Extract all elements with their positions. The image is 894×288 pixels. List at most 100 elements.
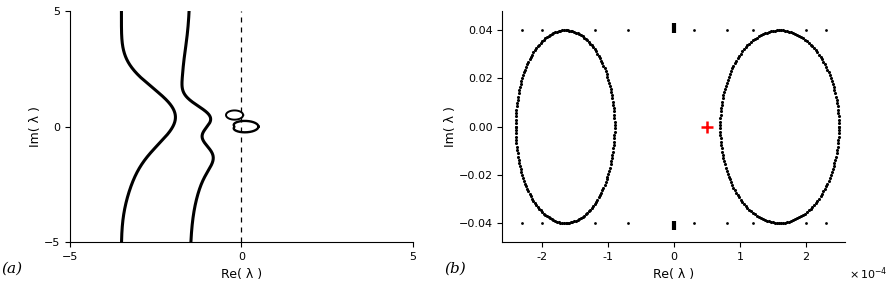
Point <box>516 73 530 77</box>
Point <box>713 113 728 117</box>
Point <box>824 79 839 84</box>
Point <box>726 185 740 190</box>
Point <box>732 54 746 58</box>
Point <box>762 219 776 224</box>
Point <box>713 136 728 141</box>
Point <box>714 103 729 107</box>
Point <box>776 221 790 225</box>
Point <box>818 62 832 67</box>
Point <box>807 202 822 207</box>
Point <box>744 209 758 213</box>
Point <box>542 33 556 38</box>
Point <box>812 52 826 57</box>
Point <box>830 101 844 105</box>
Point <box>742 207 756 212</box>
Point <box>810 198 824 203</box>
Point <box>509 111 523 115</box>
Point <box>592 195 606 200</box>
Point <box>535 28 549 33</box>
Point <box>746 221 760 225</box>
Point <box>580 211 595 215</box>
Point <box>822 176 837 180</box>
Point <box>593 56 607 60</box>
Point <box>603 83 617 88</box>
Point <box>569 218 583 223</box>
Point <box>829 94 843 99</box>
Point <box>814 192 829 196</box>
Point <box>823 76 838 80</box>
Point <box>797 36 811 41</box>
Point <box>759 30 773 35</box>
Point <box>574 216 588 220</box>
Point <box>574 33 588 37</box>
Point <box>717 90 731 94</box>
Point <box>715 153 730 157</box>
Point <box>831 131 846 136</box>
Point <box>713 139 728 144</box>
Point <box>553 28 568 33</box>
X-axis label: Re( λ ): Re( λ ) <box>654 268 695 281</box>
Point <box>797 213 811 217</box>
Point <box>520 187 535 191</box>
Point <box>713 109 728 114</box>
Point <box>518 67 532 72</box>
Point <box>582 40 596 44</box>
Point <box>576 34 590 39</box>
Point <box>515 173 529 177</box>
Point <box>604 159 619 164</box>
Point <box>515 221 529 225</box>
Point <box>721 171 735 176</box>
Point <box>553 220 568 225</box>
Point <box>603 86 618 91</box>
Point <box>737 202 751 206</box>
Point <box>555 28 569 33</box>
Point <box>606 149 620 154</box>
Point <box>607 133 621 137</box>
Point <box>814 57 829 62</box>
Point <box>734 197 748 202</box>
Point <box>530 44 544 49</box>
Point <box>720 28 734 33</box>
Point <box>719 165 733 170</box>
Point <box>714 106 729 110</box>
Point <box>807 46 822 51</box>
Y-axis label: Im( λ ): Im( λ ) <box>444 106 457 147</box>
Point <box>828 91 842 96</box>
Point <box>763 29 778 34</box>
Point <box>718 86 732 91</box>
Point <box>509 114 523 119</box>
Point <box>603 165 617 170</box>
Point <box>519 65 534 69</box>
Point <box>812 196 826 201</box>
Point <box>805 44 820 49</box>
Point <box>749 213 763 218</box>
Point <box>536 211 551 216</box>
Point <box>798 221 813 225</box>
Point <box>532 42 546 47</box>
Point <box>548 30 562 35</box>
Point <box>565 220 579 224</box>
Point <box>814 55 828 59</box>
Point <box>510 151 525 156</box>
Point <box>746 38 760 43</box>
Point <box>713 129 728 134</box>
Point <box>831 104 845 109</box>
Point <box>827 164 841 168</box>
Text: (b): (b) <box>444 261 466 275</box>
Point <box>772 221 786 225</box>
Point <box>607 116 621 120</box>
Point <box>772 28 786 33</box>
Point <box>599 71 613 76</box>
Point <box>519 184 534 189</box>
Point <box>509 134 523 139</box>
Point <box>590 197 604 202</box>
Point <box>509 118 523 122</box>
Point <box>532 206 546 211</box>
Point <box>587 221 602 225</box>
Point <box>540 214 554 219</box>
Point <box>543 33 557 37</box>
Point <box>757 218 772 222</box>
Point <box>819 28 833 33</box>
Point <box>607 136 621 141</box>
Point <box>561 28 576 33</box>
